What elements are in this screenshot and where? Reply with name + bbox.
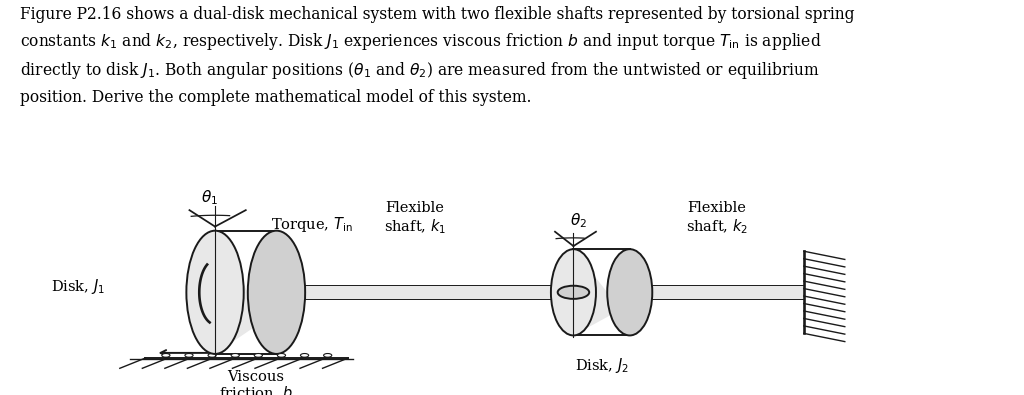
Ellipse shape: [607, 249, 652, 335]
Ellipse shape: [248, 231, 305, 354]
Polygon shape: [573, 249, 652, 335]
Text: $\theta_2$: $\theta_2$: [570, 211, 587, 229]
Text: Torque, $T_{\rm in}$: Torque, $T_{\rm in}$: [271, 215, 353, 234]
Ellipse shape: [208, 354, 216, 357]
Text: Flexible: Flexible: [385, 201, 444, 215]
Ellipse shape: [254, 354, 262, 357]
Ellipse shape: [551, 249, 596, 335]
Text: Figure P2.16 shows a dual-disk mechanical system with two flexible shafts repres: Figure P2.16 shows a dual-disk mechanica…: [20, 6, 855, 105]
Text: $\theta_1$: $\theta_1$: [202, 188, 218, 207]
Text: Disk, $J_1$: Disk, $J_1$: [50, 276, 104, 295]
Text: shaft, $k_1$: shaft, $k_1$: [384, 217, 445, 236]
Ellipse shape: [186, 231, 244, 354]
Ellipse shape: [616, 286, 643, 299]
Text: Disk, $J_2$: Disk, $J_2$: [574, 356, 629, 375]
Text: friction, $b$: friction, $b$: [219, 384, 293, 395]
Text: Viscous: Viscous: [227, 369, 285, 384]
Ellipse shape: [162, 354, 170, 357]
Ellipse shape: [185, 354, 194, 357]
Ellipse shape: [231, 354, 240, 357]
Ellipse shape: [558, 286, 589, 299]
Ellipse shape: [278, 354, 286, 357]
Text: shaft, $k_2$: shaft, $k_2$: [686, 217, 748, 236]
Text: Flexible: Flexible: [687, 201, 746, 215]
Ellipse shape: [324, 354, 332, 357]
Polygon shape: [276, 286, 573, 299]
Polygon shape: [215, 231, 305, 354]
Ellipse shape: [259, 286, 294, 299]
Polygon shape: [630, 286, 804, 299]
Ellipse shape: [300, 354, 308, 357]
